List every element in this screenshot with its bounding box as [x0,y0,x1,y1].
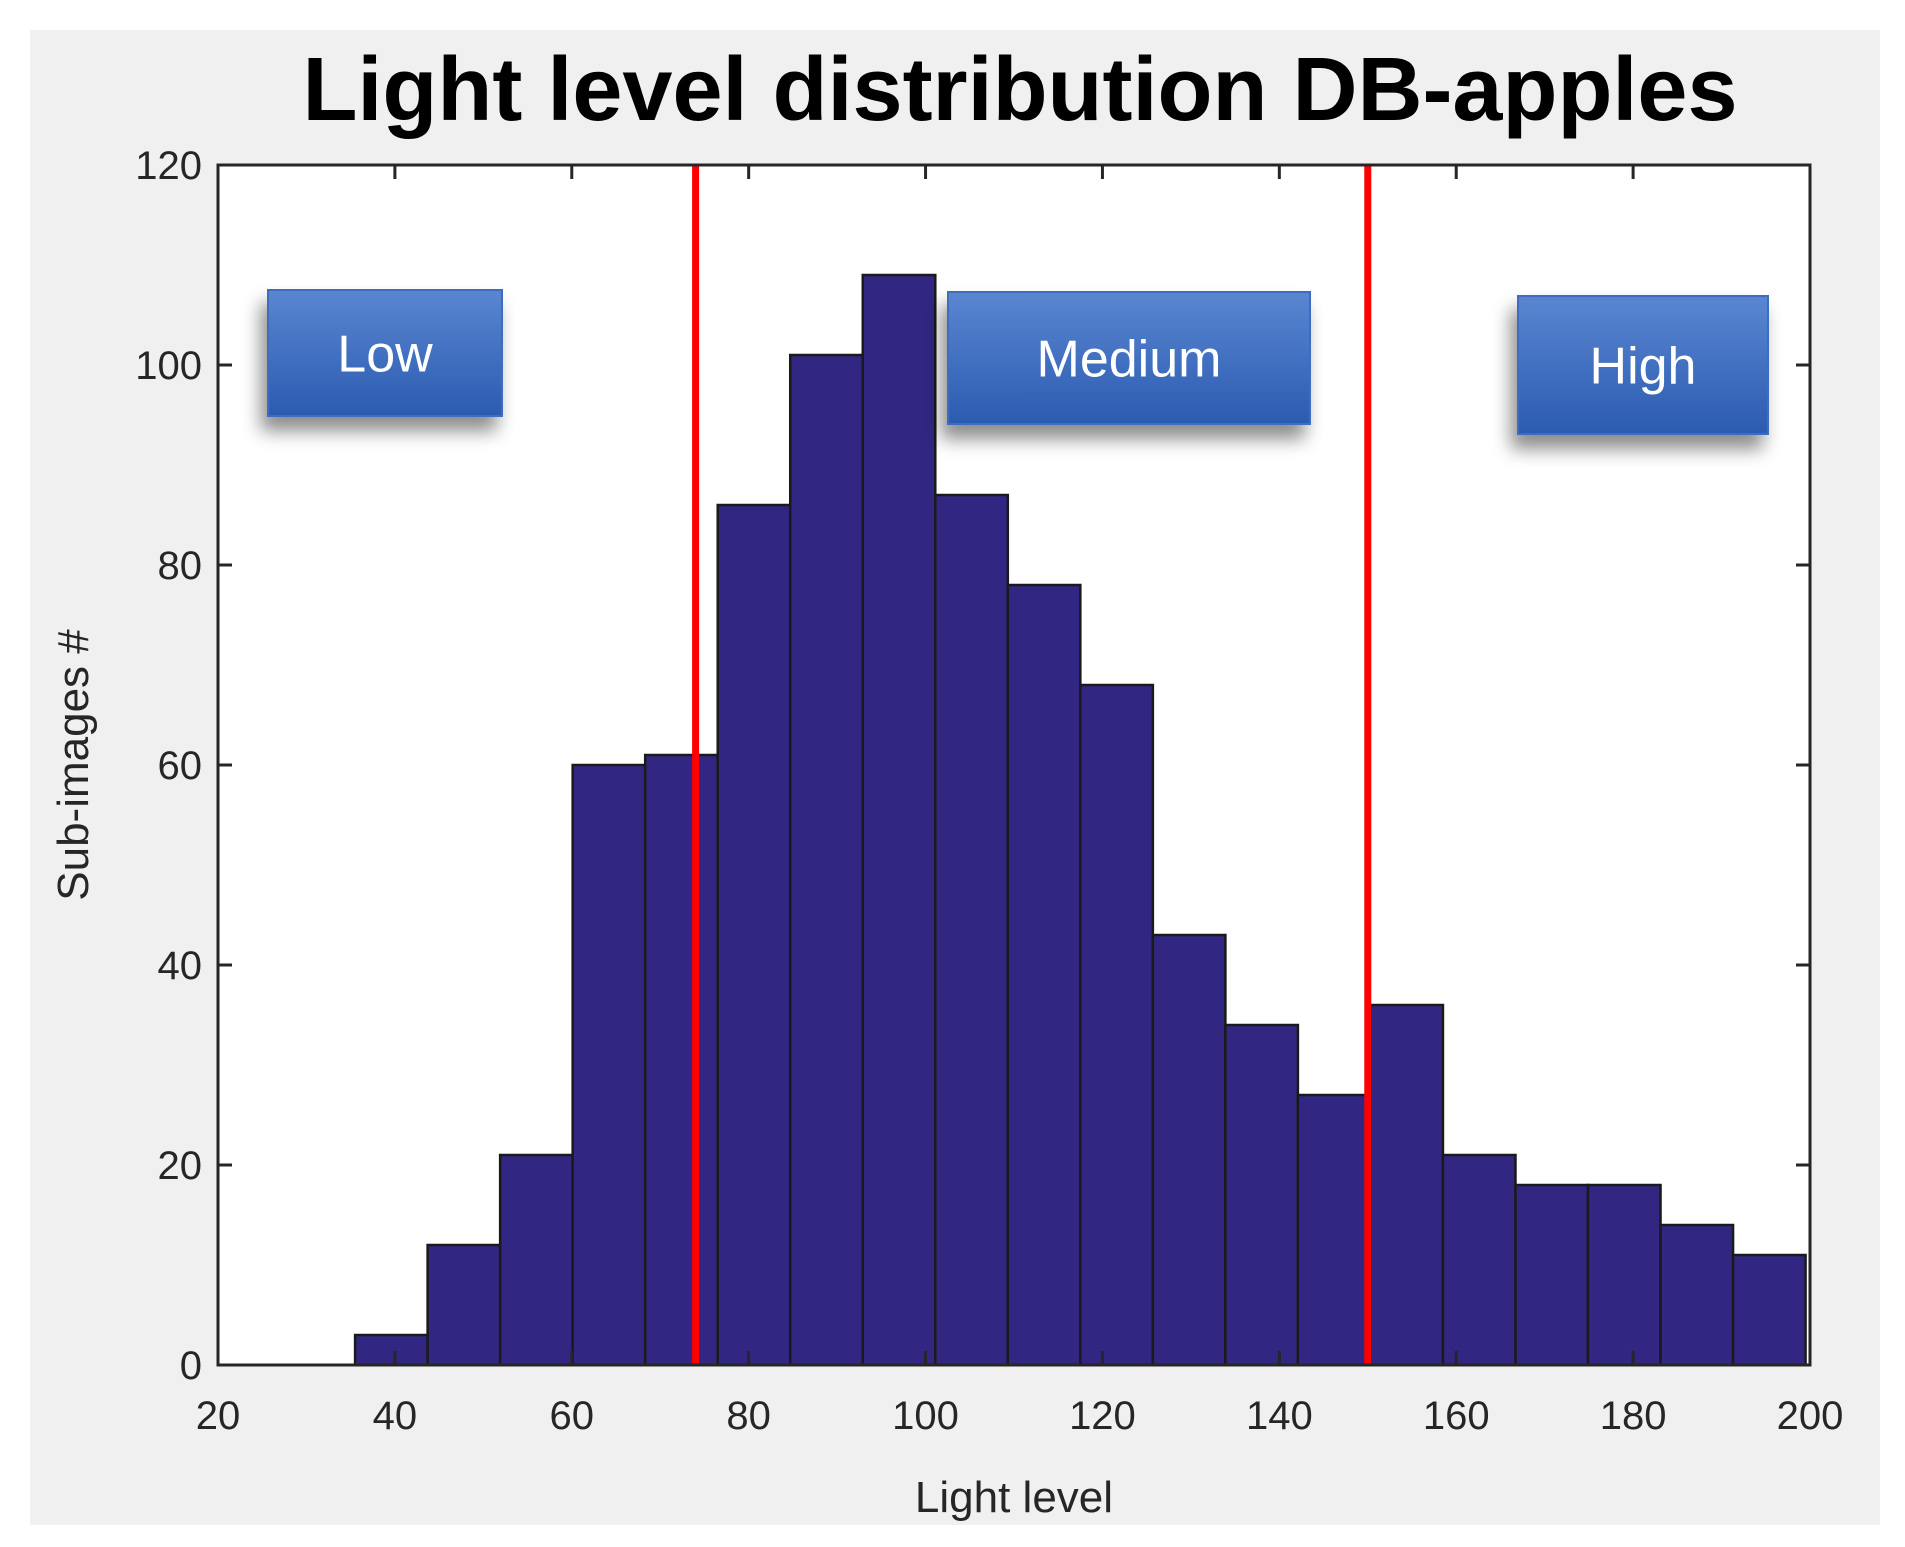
histogram-bar [1296,1093,1372,1367]
x-tick-label: 20 [196,1394,241,1438]
range-label-text: Low [337,326,433,384]
y-tick-label: 100 [135,344,202,388]
x-tick-label: 160 [1423,1394,1490,1438]
y-axis-ticks: 0 20 40 60 80 100 120 [135,144,1810,1388]
y-axis-label: Sub-images # [49,629,98,901]
histogram-bar [716,503,792,1367]
x-axis-label: Light level [915,1473,1113,1522]
x-tick-label: 40 [373,1394,418,1438]
histogram-bar [353,1333,429,1367]
y-tick-label: 60 [158,744,203,788]
histogram-bar [1514,1183,1590,1367]
threshold-lines [692,165,1372,1365]
histogram-bar [426,1243,502,1367]
histogram-bar [1659,1223,1735,1367]
histogram-bar [1224,1023,1300,1367]
y-tick-label: 120 [135,144,202,188]
x-tick-label: 140 [1246,1394,1313,1438]
y-tick-label: 20 [158,1144,203,1188]
range-labels: Low Medium High [267,289,1769,435]
range-label-high: High [1517,295,1769,435]
range-label-text: Medium [1037,331,1222,389]
histogram-bar [1586,1183,1662,1367]
histogram-bar [861,273,937,1367]
histogram-bar [498,1153,574,1367]
range-label-box [947,291,1311,425]
histogram-bar [571,763,647,1367]
range-label-box [267,289,503,417]
histogram-bar [1731,1253,1807,1367]
histogram-bar [1151,933,1227,1367]
range-label-box [1517,295,1769,435]
range-label-text: High [1590,338,1697,396]
histogram-bars [353,273,1807,1367]
y-tick-label: 80 [158,544,203,588]
histogram-bar [1006,583,1082,1367]
x-axis-ticks: 20 40 60 80 100 120 140 160 180 200 [196,165,1844,1438]
histogram-bar [788,353,865,1367]
x-tick-label: 100 [892,1394,959,1438]
x-tick-label: 200 [1777,1394,1844,1438]
y-tick-label: 40 [158,944,203,988]
x-tick-label: 120 [1069,1394,1136,1438]
range-label-low: Low [267,289,503,417]
y-tick-label: 0 [180,1344,202,1388]
x-tick-label: 180 [1600,1394,1667,1438]
x-tick-label: 80 [726,1394,771,1438]
chart-title: Light level distribution DB-apples [302,40,1737,140]
range-label-medium: Medium [947,291,1311,425]
x-tick-label: 60 [550,1394,595,1438]
histogram-bar [1079,683,1155,1367]
histogram-bar [643,753,719,1367]
histogram-bar [1441,1153,1517,1367]
histogram-bar [1369,1003,1445,1367]
histogram-bar [934,493,1010,1367]
